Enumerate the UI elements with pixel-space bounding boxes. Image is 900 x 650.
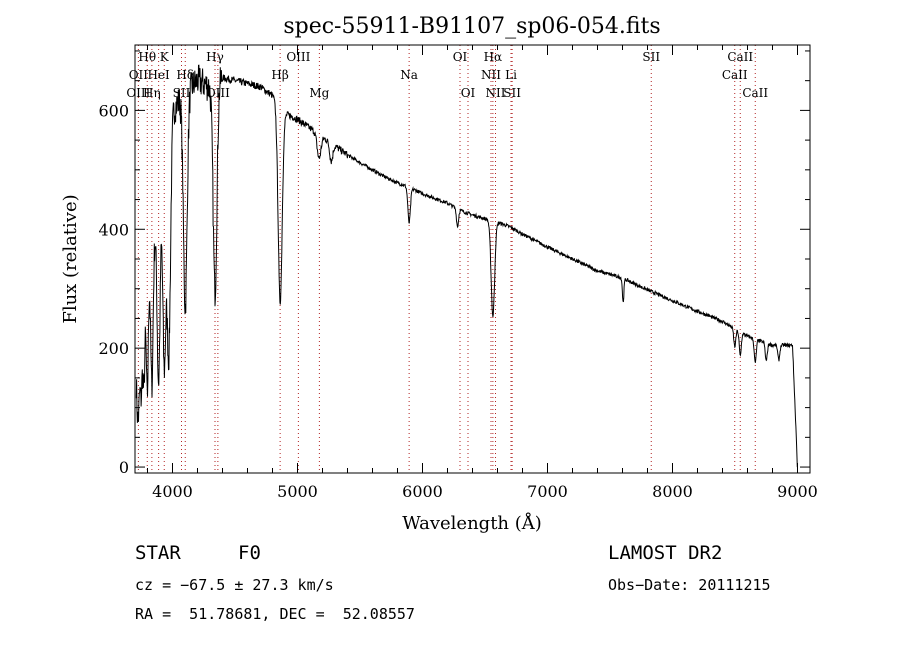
spectral-line-label: Mg xyxy=(309,86,329,100)
spectral-line-label: HeI xyxy=(147,68,170,82)
coordinates: RA = 51.78681, DEC = 52.08557 xyxy=(135,605,415,623)
x-tick-label: 6000 xyxy=(402,482,443,501)
spectral-line-label: CaII xyxy=(722,68,748,82)
spectral-line-label: Li xyxy=(505,68,517,82)
spectral-line-label: SII xyxy=(503,86,521,100)
x-tick-label: 4000 xyxy=(152,482,193,501)
spectral-line-label: OI xyxy=(461,86,476,100)
spectral-subclass: F0 xyxy=(238,542,261,564)
spectral-line-label: OIII xyxy=(286,50,310,64)
x-axis-label: Wavelength (Å) xyxy=(402,512,542,534)
spectral-line-label: Hθ xyxy=(138,50,156,64)
y-axis-ticks: 0 200 400 600 xyxy=(98,50,810,477)
survey-name: LAMOST DR2 xyxy=(608,542,723,564)
redshift-value: cz = −67.5 ± 27.3 km/s xyxy=(135,576,334,594)
x-tick-label: 7000 xyxy=(527,482,568,501)
plot-frame xyxy=(134,44,811,474)
spectral-line-label: CaII xyxy=(742,86,768,100)
y-tick-label: 400 xyxy=(98,220,129,239)
spectral-line-label: SII xyxy=(173,86,191,100)
x-axis-ticks: 4000 5000 6000 7000 8000 9000 xyxy=(147,45,818,501)
x-tick-label: 9000 xyxy=(777,482,818,501)
spectral-line-label: Hβ xyxy=(271,68,288,82)
spectral-line-label: K xyxy=(160,50,170,64)
spectral-line-label: Hγ xyxy=(206,50,224,64)
chart-title: spec-55911-B91107_sp06-054.fits xyxy=(283,14,660,39)
spectral-line-label: Na xyxy=(400,68,418,82)
spectral-line-label: OIII xyxy=(126,86,150,100)
spectral-line-label: CaII xyxy=(727,50,753,64)
spectral-line-label: Hη xyxy=(143,86,161,100)
spectral-line-markers xyxy=(137,45,756,473)
spectral-line-label: NII xyxy=(481,68,501,82)
spectral-line-label: NII xyxy=(486,86,506,100)
spectral-line-label: Hδ xyxy=(176,68,194,82)
y-tick-label: 600 xyxy=(98,101,129,120)
spectral-line-label: OIII xyxy=(206,86,230,100)
y-tick-label: 0 xyxy=(119,458,129,477)
spectral-line-label: Hα xyxy=(484,50,503,64)
object-type: STAR xyxy=(135,542,181,564)
x-tick-label: 8000 xyxy=(652,482,693,501)
y-axis-label: Flux (relative) xyxy=(60,194,81,323)
y-tick-label: 200 xyxy=(98,339,129,358)
spectral-line-label: SII xyxy=(642,50,660,64)
spectral-line-label: OI xyxy=(453,50,468,64)
x-tick-label: 5000 xyxy=(277,482,318,501)
spectral-line-label: OII xyxy=(129,68,149,82)
spectrum-line xyxy=(135,64,798,468)
observation-date: Obs−Date: 20111215 xyxy=(608,576,771,594)
